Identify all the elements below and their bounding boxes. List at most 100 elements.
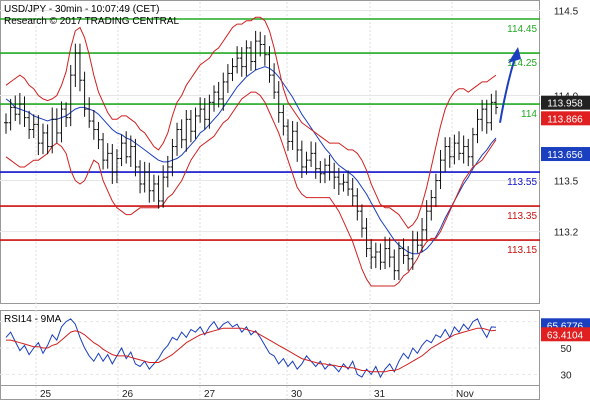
x-tick-label: 30 bbox=[291, 389, 303, 400]
price-bar bbox=[415, 231, 420, 253]
price-bar bbox=[59, 101, 64, 143]
price-bar bbox=[105, 143, 110, 169]
price-bar bbox=[216, 81, 221, 108]
badge-label: 113.656 bbox=[547, 150, 583, 161]
price-bar bbox=[156, 175, 161, 209]
price-bar bbox=[387, 237, 392, 268]
price-bar bbox=[193, 107, 198, 139]
price-bar bbox=[221, 72, 226, 111]
price-bar bbox=[27, 110, 32, 139]
projection-arrow bbox=[499, 47, 521, 123]
indicator-lines bbox=[5, 16, 497, 287]
price-bar bbox=[40, 123, 45, 155]
price-bar bbox=[179, 119, 184, 149]
price-bar bbox=[249, 41, 253, 71]
price-bar bbox=[350, 178, 355, 207]
price-bar bbox=[461, 135, 466, 164]
price-bar bbox=[4, 113, 8, 134]
price-bar bbox=[285, 119, 290, 151]
price-bar bbox=[355, 188, 360, 221]
price-bar bbox=[258, 31, 263, 57]
price-bar bbox=[313, 142, 318, 179]
value-badge: 63.4104 bbox=[541, 327, 590, 342]
price-bar bbox=[239, 47, 244, 77]
x-tick-label: 27 bbox=[204, 389, 216, 400]
x-tick-label: 31 bbox=[374, 389, 386, 400]
price-bar bbox=[332, 162, 337, 190]
price-bar bbox=[272, 63, 277, 99]
price-bar bbox=[392, 249, 397, 281]
price-bar bbox=[318, 161, 323, 184]
price-bar bbox=[73, 43, 78, 88]
value-badge: 113.656 bbox=[541, 147, 590, 162]
price-bar bbox=[373, 242, 378, 269]
price-bar bbox=[54, 108, 59, 144]
rsi-series-line bbox=[5, 318, 497, 379]
y-tick-label: 113.2 bbox=[554, 228, 579, 239]
price-bar bbox=[138, 160, 143, 194]
price-bar bbox=[466, 138, 471, 167]
price-bar bbox=[359, 204, 364, 238]
price-bar bbox=[383, 236, 388, 269]
price-bar bbox=[401, 238, 406, 264]
price-bar bbox=[480, 99, 485, 132]
price-bar bbox=[276, 81, 281, 123]
price-bar bbox=[470, 127, 475, 167]
price-bar bbox=[410, 230, 415, 270]
price-bar bbox=[31, 114, 36, 139]
price-bar bbox=[457, 131, 462, 161]
x-tick-label: 25 bbox=[40, 389, 52, 400]
badge-label: 113.958 bbox=[547, 99, 583, 110]
rsi-tick-label: 30 bbox=[560, 370, 572, 381]
badge-label: 63.4104 bbox=[547, 330, 584, 341]
level-label: 113.55 bbox=[507, 177, 537, 188]
price-bar bbox=[22, 96, 27, 127]
price-bar bbox=[124, 131, 129, 164]
price-bar bbox=[424, 200, 429, 241]
price-bar bbox=[45, 124, 50, 155]
price-bar bbox=[322, 158, 327, 184]
price-bar bbox=[198, 97, 203, 123]
price-bar bbox=[341, 173, 346, 192]
price-bar bbox=[8, 98, 13, 131]
badge-bg bbox=[541, 111, 590, 126]
x-tick-label: Nov bbox=[456, 389, 474, 400]
support-resistance-levels: 114.45 114.25 114 113.55 113.35 113.15 bbox=[0, 18, 540, 256]
price-bar bbox=[165, 155, 170, 188]
price-bar bbox=[119, 134, 124, 167]
price-bar bbox=[175, 122, 180, 156]
badge-label: 65.6776 bbox=[547, 321, 584, 332]
price-bar bbox=[77, 43, 82, 92]
value-badge: 113.866 bbox=[541, 111, 590, 126]
price-bar bbox=[327, 155, 332, 181]
x-tick-label: 26 bbox=[122, 389, 134, 400]
price-bar bbox=[494, 90, 498, 115]
level-label: 114.45 bbox=[507, 24, 537, 35]
price-bar bbox=[170, 138, 175, 177]
price-bar bbox=[369, 239, 374, 269]
price-bar bbox=[128, 135, 133, 167]
price-bar bbox=[13, 95, 18, 122]
badge-bg bbox=[541, 147, 590, 162]
price-bar bbox=[110, 143, 115, 184]
badge-bg bbox=[541, 95, 590, 110]
price-bar bbox=[336, 167, 341, 196]
price-bar bbox=[87, 97, 92, 128]
level-label: 114 bbox=[521, 109, 537, 120]
price-bars bbox=[4, 30, 498, 281]
price-bar bbox=[184, 109, 189, 152]
chart-title: USD/JPY - 30min - 10:07:49 (CET) bbox=[4, 4, 159, 15]
price-bar bbox=[364, 217, 369, 258]
gridlines bbox=[0, 2, 540, 399]
price-bar bbox=[253, 30, 258, 71]
price-bar bbox=[36, 115, 41, 156]
price-bar bbox=[91, 109, 96, 140]
price-bar bbox=[447, 137, 452, 168]
price-bar bbox=[475, 109, 480, 144]
price-bar bbox=[304, 151, 309, 175]
price-bar bbox=[101, 132, 106, 170]
price-bar bbox=[114, 149, 119, 184]
rsi-title: RSI14 - 9MA bbox=[4, 314, 62, 325]
